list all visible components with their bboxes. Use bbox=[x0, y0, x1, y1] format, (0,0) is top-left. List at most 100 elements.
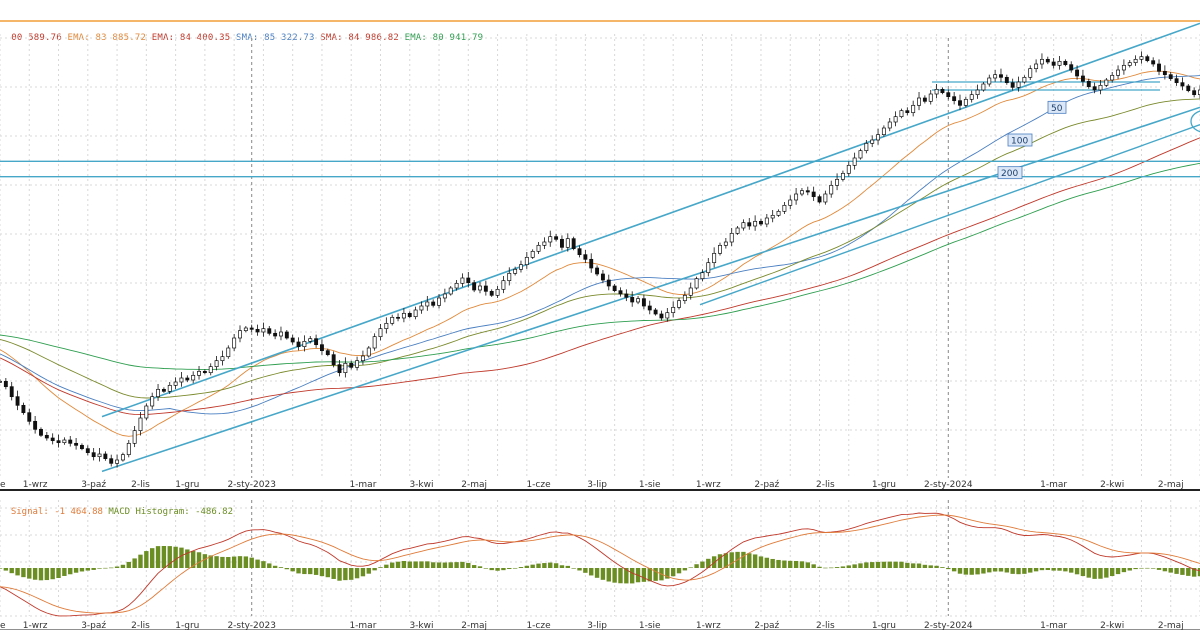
macd-histogram-bar bbox=[834, 567, 840, 568]
candle-body bbox=[893, 116, 898, 123]
candle-body bbox=[144, 405, 149, 419]
macd-histogram-bar bbox=[1174, 568, 1179, 574]
candle-body bbox=[103, 453, 108, 460]
macd-histogram-bar bbox=[477, 566, 483, 568]
macd-histogram-bar bbox=[1145, 567, 1150, 569]
macd-histogram-bar bbox=[501, 568, 506, 571]
macd-histogram-bar bbox=[343, 568, 348, 581]
macd-histogram-bar bbox=[32, 568, 38, 580]
candle-body bbox=[1028, 68, 1033, 78]
macd-histogram-bar bbox=[9, 568, 14, 574]
candle-body bbox=[320, 344, 324, 352]
candle-body bbox=[9, 386, 14, 398]
candle-body bbox=[700, 272, 705, 280]
candle-body bbox=[384, 322, 389, 330]
candle-body bbox=[27, 412, 32, 422]
macd-histogram-bar bbox=[267, 563, 272, 568]
candle-body bbox=[115, 459, 120, 464]
macd-signal-line bbox=[0, 514, 1200, 614]
candle-body bbox=[747, 222, 752, 227]
macd-histogram-bar bbox=[776, 559, 781, 568]
macd-histogram-bar bbox=[694, 564, 699, 568]
candle-body bbox=[507, 272, 512, 282]
macd-histogram-bar bbox=[536, 563, 541, 568]
candle-body bbox=[659, 313, 664, 319]
candle-body bbox=[788, 199, 793, 206]
macd-histogram-bar bbox=[729, 552, 734, 568]
candle-body bbox=[1180, 82, 1185, 87]
macd-histogram-bar bbox=[864, 562, 869, 568]
candle-body bbox=[999, 74, 1003, 78]
macd-histogram-bar bbox=[723, 553, 729, 568]
candle-body bbox=[1162, 70, 1167, 76]
macd-histogram-bar bbox=[542, 563, 547, 568]
macd-histogram-bar bbox=[120, 564, 126, 568]
candle-body bbox=[846, 164, 851, 174]
candle-body bbox=[530, 250, 535, 258]
candle-body bbox=[448, 287, 453, 295]
candle-body bbox=[483, 285, 488, 292]
macd-histogram-bar bbox=[103, 567, 108, 569]
macd-histogram-bar bbox=[910, 563, 916, 568]
candle-body bbox=[870, 139, 875, 144]
x-tick-label: 2-lis bbox=[131, 480, 150, 490]
macd-histogram-bar bbox=[992, 568, 998, 572]
macd-histogram-bar bbox=[981, 568, 986, 574]
macd-histogram-bar bbox=[202, 554, 208, 568]
candle-body bbox=[343, 362, 348, 374]
macd-histogram-bar bbox=[231, 556, 237, 568]
candle-body bbox=[407, 312, 412, 318]
macd-histogram-bar bbox=[934, 565, 939, 568]
candle-body bbox=[975, 89, 980, 96]
macd-histogram-bar bbox=[226, 557, 231, 568]
macd-histogram-bar bbox=[594, 568, 600, 578]
candle-body bbox=[243, 327, 248, 332]
macd-x-tick-label: 1-wrz bbox=[696, 621, 721, 630]
candle-body bbox=[917, 97, 921, 106]
macd-histogram-bar bbox=[600, 568, 606, 580]
macd-x-tick-label: 2-lis bbox=[131, 621, 150, 630]
candle-body bbox=[208, 366, 213, 374]
macd-histogram-bar bbox=[618, 568, 623, 584]
macd-histogram-bar bbox=[840, 566, 846, 568]
macd-histogram-bar bbox=[284, 568, 290, 570]
candle-body bbox=[887, 121, 892, 129]
macd-histogram-bar bbox=[1016, 568, 1021, 575]
macd-histogram-bar bbox=[1028, 568, 1033, 573]
macd-histogram-bar bbox=[905, 562, 910, 568]
ma-tag-2: 200 bbox=[1001, 169, 1018, 179]
macd-histogram-bar bbox=[606, 568, 611, 582]
candle-body bbox=[44, 434, 49, 439]
candle-body bbox=[1045, 58, 1050, 63]
macd-histogram-bar bbox=[688, 567, 693, 569]
candle-body bbox=[647, 305, 652, 311]
ma-tag-box-2 bbox=[997, 166, 1023, 180]
candle-body bbox=[805, 190, 810, 193]
candle-body bbox=[571, 238, 576, 250]
candle-body bbox=[835, 178, 840, 186]
macd-histogram-bar bbox=[3, 568, 9, 571]
candle-body bbox=[688, 287, 693, 296]
ma-tag-box-1 bbox=[1007, 133, 1033, 147]
x-tick-label: 2-sty-2024 bbox=[924, 480, 973, 490]
candle-body bbox=[577, 248, 582, 256]
candle-body bbox=[489, 290, 494, 296]
candle-body bbox=[314, 338, 319, 346]
macd-histogram-bar bbox=[495, 568, 500, 571]
macd-histogram-bar bbox=[963, 568, 969, 575]
candle-body bbox=[138, 417, 143, 432]
candle-body bbox=[185, 377, 190, 381]
macd-x-tick-label: 1-gru bbox=[872, 621, 896, 630]
candle-body bbox=[120, 454, 125, 461]
candle-body bbox=[50, 437, 55, 442]
candle-body bbox=[68, 439, 73, 444]
candle-body bbox=[759, 220, 763, 225]
candle-body bbox=[173, 381, 178, 386]
x-tick-label: 1-mar bbox=[1040, 480, 1067, 490]
macd-histogram-bar bbox=[109, 567, 114, 569]
candle-body bbox=[226, 347, 231, 358]
macd-histogram-bar bbox=[559, 565, 565, 568]
macd-histogram-bar bbox=[823, 567, 828, 569]
macd-x-tick-label: 2-kwi bbox=[1100, 621, 1124, 630]
